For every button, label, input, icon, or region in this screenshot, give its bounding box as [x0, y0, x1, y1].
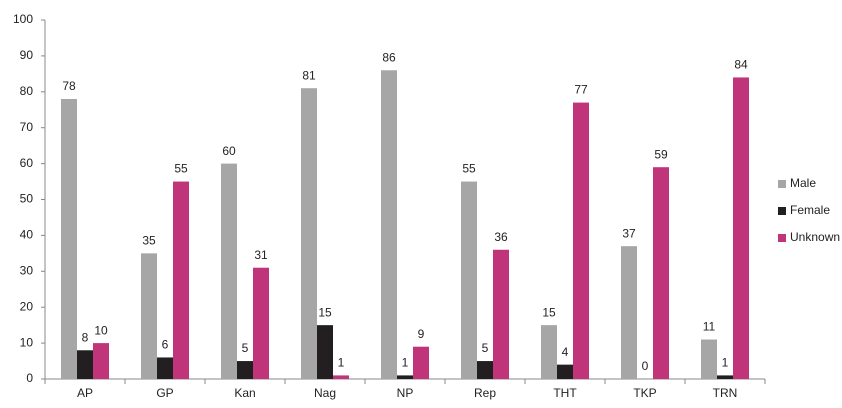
- bar: [701, 339, 717, 379]
- value-label: 15: [318, 305, 332, 319]
- value-label: 86: [382, 50, 396, 64]
- value-label: 59: [654, 147, 668, 161]
- value-label: 36: [494, 230, 508, 244]
- bar: [221, 163, 237, 379]
- value-label: 9: [418, 327, 425, 341]
- value-label: 55: [174, 162, 188, 176]
- y-tick-label: 60: [20, 156, 34, 170]
- x-tick-label: TRN: [713, 386, 738, 400]
- bar: [717, 375, 733, 379]
- bar: [157, 357, 173, 379]
- x-tick-label: AP: [77, 386, 93, 400]
- value-label: 31: [254, 248, 268, 262]
- bar: [477, 361, 493, 379]
- bar: [461, 181, 477, 379]
- bar: [573, 102, 589, 379]
- y-tick-label: 50: [20, 192, 34, 206]
- y-tick-label: 70: [20, 120, 34, 134]
- y-tick-label: 80: [20, 84, 34, 98]
- x-tick-label: TKP: [633, 386, 656, 400]
- bar: [557, 364, 573, 379]
- value-label: 5: [242, 341, 249, 355]
- bar: [493, 249, 509, 379]
- value-label: 60: [222, 144, 236, 158]
- legend-label: Female: [790, 203, 830, 217]
- value-label: 84: [734, 58, 748, 72]
- bar: [173, 181, 189, 379]
- bar: [381, 70, 397, 379]
- y-tick-label: 100: [13, 12, 33, 26]
- y-tick-label: 40: [20, 228, 34, 242]
- y-tick-label: 10: [20, 335, 34, 349]
- bar: [61, 98, 77, 379]
- y-tick-label: 90: [20, 48, 34, 62]
- y-tick-label: 0: [26, 371, 33, 385]
- bar: [397, 375, 413, 379]
- value-label: 4: [562, 345, 569, 359]
- bar: [253, 267, 269, 379]
- bar: [237, 361, 253, 379]
- value-label: 77: [574, 83, 588, 97]
- legend-swatch: [778, 234, 786, 242]
- y-tick-label: 20: [20, 299, 34, 313]
- bar: [77, 350, 93, 379]
- value-label: 55: [462, 162, 476, 176]
- bar: [621, 246, 637, 379]
- value-label: 0: [642, 359, 649, 373]
- x-tick-label: THT: [553, 386, 577, 400]
- bar: [413, 346, 429, 379]
- y-tick-label: 30: [20, 263, 34, 277]
- bar: [317, 325, 333, 379]
- value-label: 1: [722, 356, 729, 370]
- value-label: 35: [142, 234, 156, 248]
- value-label: 15: [542, 305, 556, 319]
- x-tick-label: Nag: [314, 386, 336, 400]
- legend-swatch: [778, 180, 786, 188]
- value-label: 78: [62, 79, 76, 93]
- value-label: 10: [94, 323, 108, 337]
- value-label: 6: [162, 338, 169, 352]
- value-label: 11: [703, 320, 716, 334]
- legend-label: Unknown: [790, 230, 840, 244]
- value-label: 81: [302, 68, 316, 82]
- x-tick-label: NP: [397, 386, 414, 400]
- value-label: 1: [402, 356, 409, 370]
- value-label: 8: [82, 330, 89, 344]
- bar: [733, 77, 749, 379]
- value-label: 37: [622, 226, 636, 240]
- bar: [141, 253, 157, 379]
- legend-label: Male: [790, 176, 816, 190]
- x-tick-label: GP: [156, 386, 173, 400]
- bar: [93, 343, 109, 379]
- bar: [653, 167, 669, 379]
- value-label: 1: [338, 356, 345, 370]
- value-label: 5: [482, 341, 489, 355]
- x-tick-label: Kan: [234, 386, 255, 400]
- legend-swatch: [778, 207, 786, 215]
- bar: [301, 88, 317, 380]
- bar: [333, 375, 349, 379]
- bar: [541, 325, 557, 379]
- x-tick-label: Rep: [474, 386, 496, 400]
